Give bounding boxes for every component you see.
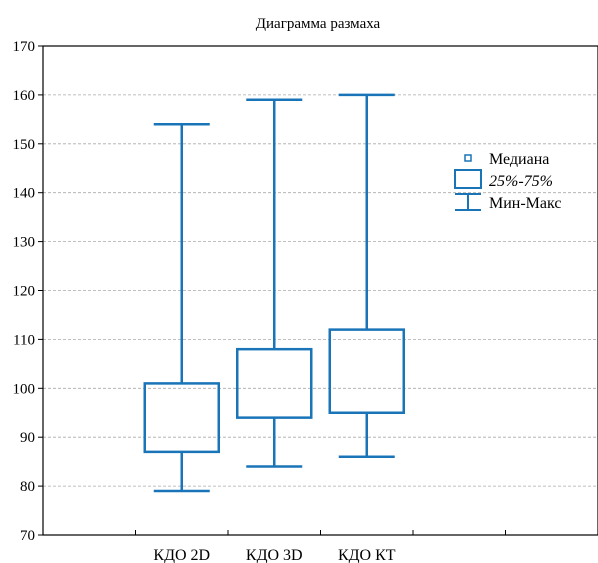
y-tick-label: 140 (13, 186, 36, 202)
y-tick-label: 80 (20, 479, 35, 495)
legend-label-box: 25%-75% (489, 173, 553, 190)
legend-median-marker (464, 154, 472, 162)
chart-title: Диаграмма размаха (256, 16, 381, 32)
box-1 (143, 122, 220, 493)
x-category-label: КДО 3D (246, 547, 303, 563)
box-3 (328, 93, 405, 459)
legend-label-whisker: Мин-Макс (489, 195, 561, 212)
boxes-layer (143, 93, 405, 493)
y-tick-label: 170 (13, 39, 36, 55)
y-tick-label: 70 (20, 528, 35, 544)
x-category-label: КДО КТ (338, 547, 396, 563)
iqr-box (143, 382, 220, 454)
box-2 (236, 98, 313, 468)
y-tick-label: 160 (13, 88, 36, 104)
y-tick-label: 90 (20, 430, 35, 446)
y-tick-label: 120 (13, 284, 36, 300)
y-tick-label: 110 (13, 332, 35, 348)
y-tick-label: 100 (13, 381, 36, 397)
y-tick-label: 150 (13, 137, 36, 153)
legend-box-marker (454, 169, 482, 189)
legend-label-median: Медиана (489, 151, 549, 168)
legend: Медиана 25%-75% Мин-Макс (454, 151, 561, 212)
x-axis: КДО 2D КДО 3D КДО КТ (135, 530, 506, 563)
y-tick-label: 130 (13, 235, 36, 251)
x-category-label: КДО 2D (153, 547, 210, 563)
iqr-box (236, 347, 313, 419)
grid-layer (43, 94, 598, 487)
y-axis: 70 80 90 100 110 120 130 140 150 160 170 (13, 39, 43, 544)
iqr-box (328, 328, 405, 414)
